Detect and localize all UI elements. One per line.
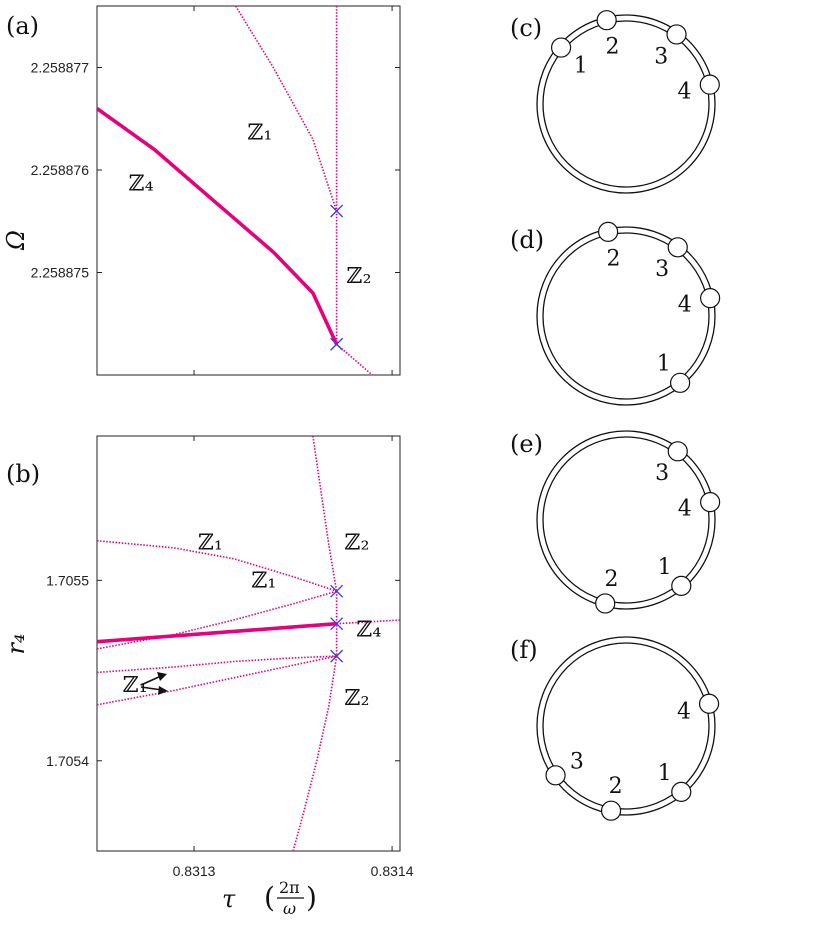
y-tick-label: 1.7055: [46, 572, 89, 588]
panel-a-ylabel: Ω: [2, 230, 30, 251]
series-line-dotted: [96, 655, 337, 706]
panel-b-label: (b): [6, 460, 40, 488]
oscillator-node: [698, 693, 720, 714]
ring-panel-f: (f) 4 1 23: [510, 636, 720, 821]
oscillator-node-label: 1: [657, 352, 671, 377]
ring-panel-label: (f): [510, 636, 538, 664]
y-tick-label: 2.258876: [31, 162, 90, 178]
panel-b-ylabel: r₄: [2, 633, 30, 654]
ring-inner: [542, 20, 710, 188]
curve-annotation: ℤ₄: [129, 172, 154, 197]
panel-b-axes-frame: [96, 435, 401, 852]
oscillator-node: [700, 288, 721, 309]
bifurcation-point-marker: [330, 617, 344, 631]
series-line-solid: [95, 107, 339, 346]
oscillator-node-label: 4: [677, 80, 691, 105]
oscillator-node: [600, 800, 622, 821]
oscillator-node-label: 2: [607, 246, 621, 271]
oscillator-node: [598, 221, 619, 242]
oscillator-node: [667, 441, 688, 462]
ring-panel-label: (c): [510, 14, 542, 42]
ring-outer: [536, 14, 716, 194]
series-line-dotted: [96, 655, 337, 674]
curve-annotation: ℤ₄: [356, 617, 381, 642]
oscillator-node-label: 3: [570, 749, 584, 774]
svg-text:): ): [306, 881, 317, 914]
curve-annotation: ℤ₁: [198, 531, 223, 556]
svg-text:(: (: [264, 881, 275, 914]
series-line-dotted: [312, 435, 338, 592]
oscillator-node: [595, 593, 616, 614]
panel-b: (b) r₄ 1.7055 1.7054 0.8313 0.8314 ℤ₁ ℤ₂ ℤ₁ ℤ₄…: [2, 435, 414, 918]
oscillator-node-label: 4: [677, 699, 691, 724]
x-tick-label: 0.8314: [371, 863, 414, 879]
series-line-dotted: [336, 619, 401, 625]
curve-annotation: ℤ₁: [123, 673, 148, 698]
xlabel-tau: τ: [222, 885, 236, 913]
ring-panel-c: (c) 12 34: [510, 10, 720, 194]
ring-panel-d: (d) 2 34 1: [510, 221, 721, 406]
x-tick-label: 0.8313: [173, 863, 216, 879]
oscillator-node: [671, 575, 692, 596]
curve-annotation: ℤ₁: [251, 569, 276, 594]
series-line-dotted: [234, 5, 338, 212]
oscillator-node: [700, 492, 721, 513]
oscillator-node-label: 2: [609, 774, 623, 799]
oscillator-node-label: 1: [658, 555, 672, 580]
ring-outer: [536, 636, 716, 816]
ring-inner: [542, 642, 710, 810]
ring-panel-e: (e) 34 1 2: [510, 430, 721, 614]
series-line-dotted: [96, 539, 337, 592]
bifurcation-point-marker: [330, 337, 344, 351]
ring-panel-label: (d): [510, 226, 544, 254]
bifurcation-point-marker: [330, 649, 344, 663]
panel-a: (a) Ω 2.258877 2.258876 2.258875 ℤ₁ ℤ₄ ℤ₂: [2, 5, 401, 376]
oscillator-node: [550, 37, 572, 58]
xlabel-unit-denominator: ω: [283, 899, 296, 918]
oscillator-node-label: 1: [574, 54, 588, 79]
oscillator-node: [671, 781, 692, 802]
oscillator-node: [596, 10, 617, 31]
y-tick-label: 1.7054: [46, 753, 89, 769]
ring-outer: [536, 430, 716, 610]
curve-annotation: ℤ₂: [345, 531, 370, 556]
panel-b-xlabel: τ ( 2π ω ): [222, 878, 317, 918]
ring-outer: [536, 226, 716, 406]
series-line-solid: [96, 621, 337, 644]
panel-a-label: (a): [6, 12, 39, 40]
ring-panel-label: (e): [510, 430, 543, 458]
ring-inner: [542, 232, 710, 400]
y-tick-label: 2.258875: [31, 265, 90, 281]
oscillator-node-label: 2: [606, 35, 620, 60]
bifurcation-point-marker: [330, 584, 344, 598]
oscillator-node: [666, 24, 687, 45]
annotation-arrows: [140, 672, 168, 695]
oscillator-node-label: 2: [604, 567, 618, 592]
oscillator-node-label: 3: [655, 257, 669, 282]
series-line-dotted: [96, 590, 337, 650]
oscillator-node: [667, 237, 688, 258]
oscillator-node-label: 3: [655, 461, 669, 486]
ring-inner: [542, 436, 710, 604]
curve-annotation: ℤ₂: [347, 264, 372, 289]
xlabel-unit-numerator: 2π: [279, 878, 300, 897]
oscillator-node-label: 1: [658, 761, 672, 786]
oscillator-node: [670, 372, 691, 393]
oscillator-node: [699, 74, 720, 95]
bifurcation-point-marker: [330, 204, 344, 218]
oscillator-node-label: 4: [678, 293, 692, 318]
series-line-dotted: [292, 655, 338, 852]
oscillator-node: [545, 765, 566, 786]
curve-annotation: ℤ₁: [248, 120, 273, 145]
oscillator-node-label: 4: [678, 497, 692, 522]
curve-annotation: ℤ₂: [345, 686, 370, 711]
oscillator-node-label: 3: [654, 44, 668, 69]
panel-a-axes-frame: [96, 5, 401, 376]
y-tick-label: 2.258877: [31, 60, 90, 76]
